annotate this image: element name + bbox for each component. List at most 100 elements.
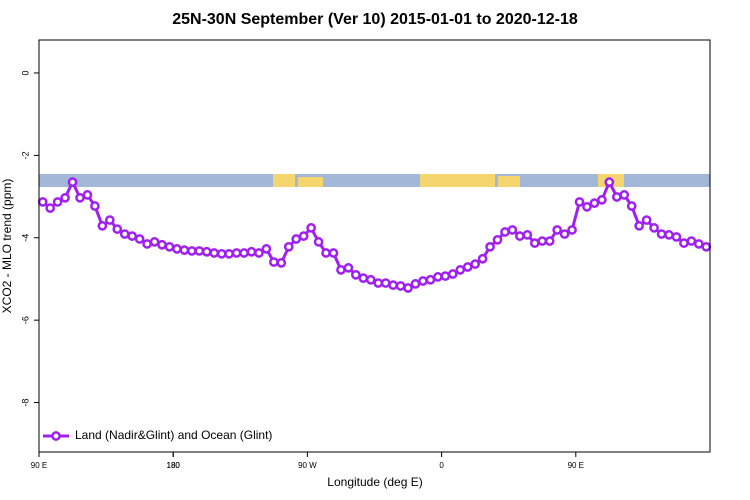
data-point (433, 272, 443, 282)
y-tick-label: -2 (20, 151, 30, 159)
data-point (37, 197, 48, 207)
data-point (373, 278, 384, 288)
data-point (75, 192, 85, 203)
data-point (418, 276, 428, 286)
data-point (507, 225, 518, 235)
data-point (142, 239, 152, 249)
data-point (186, 246, 197, 256)
data-point (321, 248, 331, 258)
data-point (515, 231, 525, 241)
data-point (611, 192, 622, 202)
data-point (52, 197, 63, 207)
x-tick-label: 90 E (568, 461, 584, 470)
data-point (425, 274, 436, 285)
data-point (149, 237, 160, 247)
data-point (164, 241, 175, 252)
data-point (283, 241, 294, 252)
data-point (634, 220, 645, 231)
data-point (291, 234, 302, 244)
data-point (261, 244, 272, 254)
data-point (179, 245, 190, 255)
data-point (246, 246, 257, 257)
data-point (134, 234, 145, 244)
data-point (67, 177, 78, 187)
data-point (224, 248, 234, 259)
y-tick-label: 0 (20, 70, 30, 75)
x-tick-label: 90 W (298, 461, 317, 470)
chart-title: 25N-30N September (Ver 10) 2015-01-01 to… (172, 11, 578, 28)
data-point (686, 236, 697, 246)
data-point (336, 265, 346, 275)
data-point (157, 239, 167, 250)
data-point (216, 248, 227, 259)
data-point (306, 223, 316, 233)
data-point (127, 231, 138, 241)
data-point (559, 229, 570, 239)
data-point (604, 177, 615, 187)
y-tick-label: -4 (20, 234, 30, 242)
data-point (358, 273, 369, 283)
data-point (671, 232, 682, 242)
data-point (462, 262, 473, 272)
data-point (447, 269, 458, 279)
data-point (597, 195, 607, 205)
data-point (388, 280, 398, 290)
data-point (351, 269, 361, 280)
data-point (455, 265, 466, 275)
plot-frame (38, 39, 711, 453)
legend-label: Land (Nadir&Glint) and Ocean (Glint) (75, 428, 272, 442)
data-point (395, 281, 406, 291)
data-point (380, 278, 391, 288)
data-point (313, 237, 324, 247)
data-point (254, 248, 264, 258)
data-point (589, 198, 600, 209)
data-point (97, 220, 108, 231)
data-point (410, 279, 421, 289)
data-point (119, 229, 130, 239)
data-point (82, 190, 93, 200)
data-point (649, 223, 659, 233)
data-point (470, 259, 480, 269)
data-point (328, 248, 339, 258)
data-point (403, 283, 413, 293)
data-point (239, 248, 249, 258)
data-point (492, 234, 503, 245)
data-point (626, 201, 637, 211)
x-tick-label: 180 (167, 461, 181, 470)
x-tick-label: 90 E (31, 461, 47, 470)
y-tick-label: -8 (20, 399, 30, 407)
data-point (194, 246, 205, 256)
data-point (440, 271, 451, 281)
data-point (552, 225, 563, 235)
data-point (537, 236, 548, 246)
data-point (201, 246, 212, 257)
data-point (365, 274, 376, 285)
data-point (500, 227, 510, 237)
data-point (656, 229, 667, 239)
data-point (269, 257, 279, 267)
data-point (574, 197, 585, 207)
data-point (112, 224, 123, 234)
land-ocean-strip (39, 174, 710, 187)
data-point (582, 202, 592, 212)
data-point (664, 230, 674, 240)
data-point (90, 201, 100, 211)
data-point (522, 230, 533, 240)
data-point (209, 248, 220, 258)
data-point (679, 238, 689, 248)
data-point (477, 253, 488, 264)
data-point (619, 190, 630, 200)
y-axis-label: XCO2 - MLO trend (ppm) (0, 179, 14, 314)
data-point (529, 238, 540, 248)
data-point (104, 215, 115, 225)
data-point (298, 231, 309, 241)
data-point (701, 241, 712, 252)
data-point (343, 262, 354, 273)
data-point (641, 215, 652, 225)
data-point (276, 258, 287, 268)
data-point (485, 241, 495, 252)
data-point (231, 248, 242, 258)
x-axis-label: Longitude (deg E) (327, 475, 422, 489)
x-tick-label: 0 (439, 461, 444, 470)
